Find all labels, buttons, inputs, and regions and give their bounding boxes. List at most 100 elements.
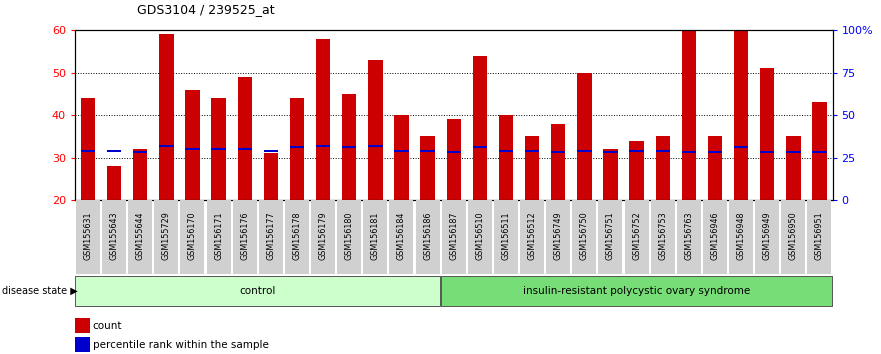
Bar — [812, 152, 826, 154]
Bar — [263, 150, 278, 152]
Bar — [211, 98, 226, 200]
Text: GSM156951: GSM156951 — [815, 211, 824, 260]
Bar — [75, 276, 440, 306]
Bar — [703, 200, 727, 274]
Bar — [342, 146, 357, 148]
Bar — [342, 94, 357, 200]
Bar — [655, 136, 670, 200]
Bar — [577, 73, 591, 200]
Bar — [211, 148, 226, 150]
Bar — [755, 200, 780, 274]
Bar — [573, 200, 596, 274]
Bar — [682, 152, 696, 154]
Bar — [629, 150, 644, 152]
Text: count: count — [93, 321, 122, 331]
Bar — [159, 34, 174, 200]
Bar — [363, 200, 388, 274]
Text: GSM155644: GSM155644 — [136, 211, 144, 260]
Text: GSM155643: GSM155643 — [109, 211, 119, 260]
Bar — [472, 56, 487, 200]
Bar — [603, 152, 618, 154]
Text: GSM156511: GSM156511 — [501, 211, 510, 260]
Bar — [734, 146, 748, 148]
Bar — [734, 0, 748, 200]
Bar — [233, 200, 256, 274]
Bar — [447, 152, 461, 154]
Bar — [368, 60, 382, 200]
Text: GSM156180: GSM156180 — [344, 211, 353, 260]
Text: GSM156948: GSM156948 — [737, 211, 745, 260]
Bar — [290, 98, 304, 200]
Bar — [206, 200, 231, 274]
Text: GSM156949: GSM156949 — [763, 211, 772, 260]
Bar — [472, 146, 487, 148]
Bar — [525, 150, 539, 152]
Bar — [368, 144, 382, 147]
Text: GSM156179: GSM156179 — [319, 211, 328, 260]
Bar — [499, 115, 513, 200]
Text: GSM156751: GSM156751 — [606, 211, 615, 260]
Text: GSM156750: GSM156750 — [580, 211, 589, 260]
Bar — [107, 150, 122, 152]
Text: disease state ▶: disease state ▶ — [2, 286, 78, 296]
Bar — [625, 200, 648, 274]
Text: GSM156749: GSM156749 — [554, 211, 563, 260]
Text: GDS3104 / 239525_at: GDS3104 / 239525_at — [137, 3, 274, 16]
Bar — [420, 150, 435, 152]
Bar — [551, 124, 566, 200]
Bar — [494, 200, 518, 274]
Text: GSM156186: GSM156186 — [423, 211, 432, 260]
Text: GSM156512: GSM156512 — [528, 211, 537, 260]
Bar — [128, 200, 152, 274]
Bar — [316, 39, 330, 200]
Bar — [812, 102, 826, 200]
Bar — [81, 98, 95, 200]
Bar — [311, 200, 335, 274]
Bar — [316, 144, 330, 147]
Bar — [546, 200, 570, 274]
Bar — [76, 200, 100, 274]
Bar — [786, 136, 801, 200]
Bar — [185, 148, 200, 150]
Bar — [440, 276, 833, 306]
Bar — [416, 200, 440, 274]
Bar — [441, 200, 466, 274]
Text: GSM156510: GSM156510 — [476, 211, 485, 260]
Bar — [677, 200, 701, 274]
Bar — [707, 136, 722, 200]
Text: GSM156171: GSM156171 — [214, 211, 223, 260]
Bar — [682, 0, 696, 200]
Bar — [598, 200, 623, 274]
Bar — [263, 153, 278, 200]
Bar — [760, 68, 774, 200]
Bar — [603, 149, 618, 200]
Bar — [520, 200, 544, 274]
Text: GSM156170: GSM156170 — [188, 211, 197, 260]
Bar — [786, 152, 801, 154]
Bar — [577, 150, 591, 152]
Bar — [395, 115, 409, 200]
Bar — [185, 90, 200, 200]
Bar — [729, 200, 753, 274]
Bar — [629, 141, 644, 200]
Text: GSM156752: GSM156752 — [632, 211, 641, 260]
Bar — [75, 337, 90, 352]
Bar — [651, 200, 675, 274]
Text: GSM156950: GSM156950 — [788, 211, 798, 260]
Bar — [75, 318, 90, 333]
Bar — [133, 152, 147, 154]
Bar — [447, 119, 461, 200]
Text: GSM156178: GSM156178 — [292, 211, 301, 260]
Bar — [102, 200, 126, 274]
Bar — [655, 150, 670, 152]
Text: GSM156946: GSM156946 — [710, 211, 720, 260]
Bar — [154, 200, 178, 274]
Bar — [420, 136, 435, 200]
Bar — [238, 77, 252, 200]
Bar — [525, 136, 539, 200]
Bar — [238, 148, 252, 150]
Bar — [760, 152, 774, 154]
Text: percentile rank within the sample: percentile rank within the sample — [93, 341, 269, 350]
Text: GSM155631: GSM155631 — [84, 211, 93, 260]
Bar — [707, 152, 722, 154]
